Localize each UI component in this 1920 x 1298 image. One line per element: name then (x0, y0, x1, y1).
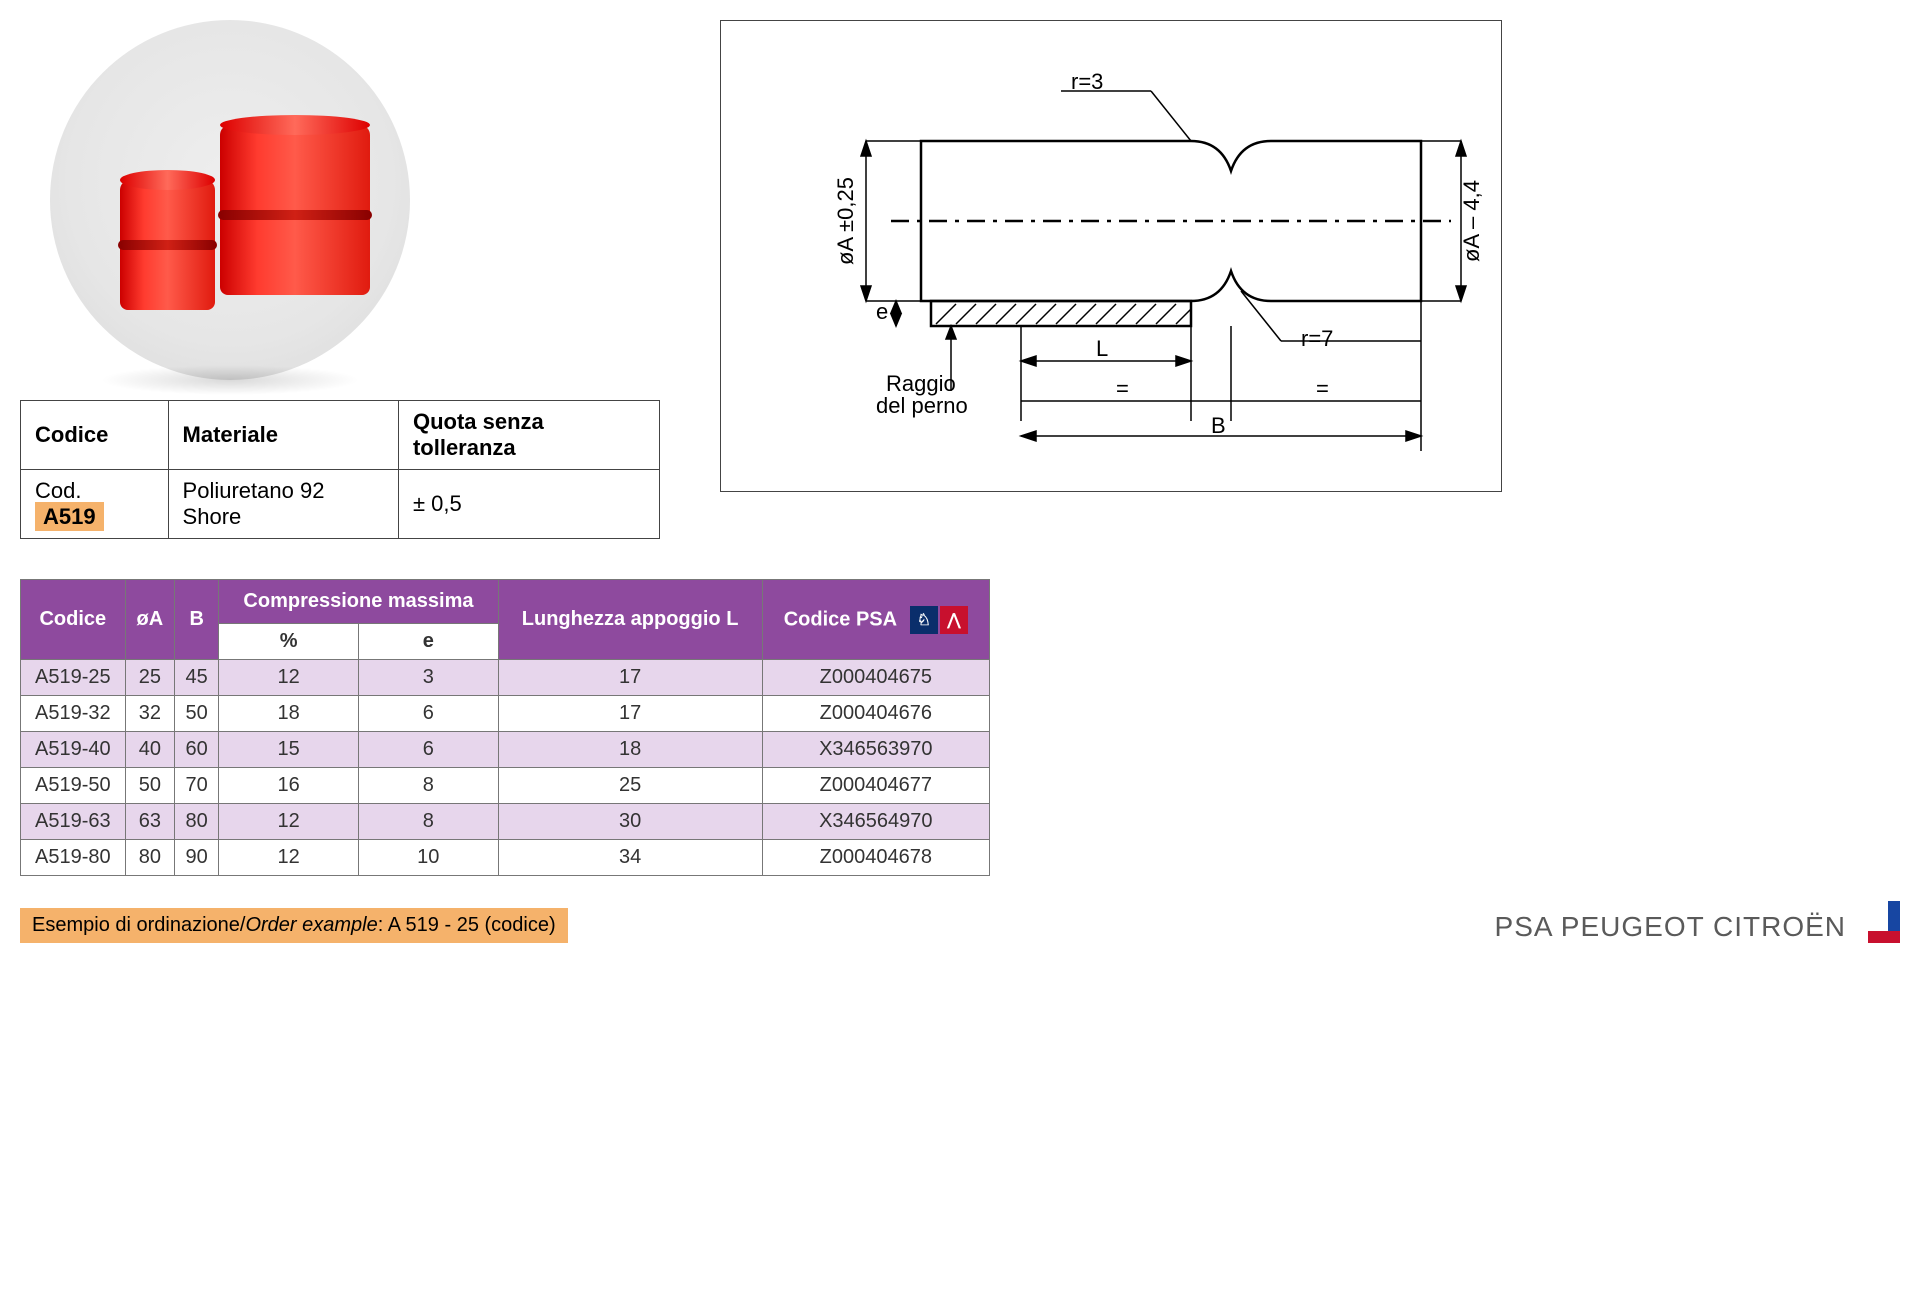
info-table: Codice Materiale Quota senza tolleranza … (20, 400, 660, 539)
table-cell: 32 (125, 696, 174, 732)
table-cell: 17 (498, 696, 762, 732)
psa-flag-icon (1858, 901, 1900, 943)
table-cell: 16 (219, 768, 359, 804)
dt-h-codice: Codice (21, 580, 126, 660)
table-cell: 45 (175, 660, 219, 696)
table-cell: 80 (175, 804, 219, 840)
info-code-cell: Cod. A519 (21, 470, 169, 539)
info-material: Poliuretano 92 Shore (168, 470, 398, 539)
table-cell: 6 (358, 732, 498, 768)
diag-e: e (876, 299, 888, 324)
table-cell: A519-80 (21, 840, 126, 876)
table-cell: 18 (498, 732, 762, 768)
table-cell: 10 (358, 840, 498, 876)
table-cell: A519-50 (21, 768, 126, 804)
table-cell: 70 (175, 768, 219, 804)
table-cell: 12 (219, 840, 359, 876)
table-cell: Z000404677 (762, 768, 989, 804)
dt-h-oa: øA (125, 580, 174, 660)
diag-phi-left: øA ±0,25 (833, 177, 858, 265)
dt-h-b: B (175, 580, 219, 660)
code-prefix: Cod. (35, 478, 81, 503)
table-row: A519-50507016825Z000404677 (21, 768, 990, 804)
table-row: A519-25254512317Z000404675 (21, 660, 990, 696)
table-cell: 18 (219, 696, 359, 732)
table-cell: 34 (498, 840, 762, 876)
info-header-codice: Codice (21, 401, 169, 470)
table-cell: 12 (219, 660, 359, 696)
table-row: A519-40406015618X346563970 (21, 732, 990, 768)
order-label-en: Order example (245, 914, 377, 936)
info-header-tolleranza: Quota senza tolleranza (398, 401, 659, 470)
table-cell: 30 (498, 804, 762, 840)
code-value: A519 (35, 502, 104, 531)
diag-r3: r=3 (1071, 69, 1103, 94)
table-cell: A519-25 (21, 660, 126, 696)
technical-diagram: r=3 r=7 øA ±0,25 øA – 4,4 e L = = B Ragg… (720, 20, 1502, 492)
diag-L: L (1096, 336, 1108, 361)
psa-brand: PSA PEUGEOT CITROËN (1495, 901, 1900, 943)
table-cell: 90 (175, 840, 219, 876)
psa-brand-text: PSA PEUGEOT CITROËN (1495, 911, 1846, 943)
table-cell: 25 (498, 768, 762, 804)
diag-r7: r=7 (1301, 326, 1333, 351)
product-image (50, 20, 410, 380)
table-cell: 8 (358, 804, 498, 840)
table-row: A519-808090121034Z000404678 (21, 840, 990, 876)
table-cell: 3 (358, 660, 498, 696)
table-row: A519-63638012830X346564970 (21, 804, 990, 840)
table-cell: 15 (219, 732, 359, 768)
table-cell: 17 (498, 660, 762, 696)
info-tolerance: ± 0,5 (398, 470, 659, 539)
dt-h-lung: Lunghezza appoggio L (498, 580, 762, 660)
table-cell: 6 (358, 696, 498, 732)
order-value: A 519 - 25 (codice) (388, 914, 556, 936)
diag-phi-right: øA – 4,4 (1459, 180, 1484, 262)
dt-sub-e: e (358, 624, 498, 660)
table-cell: A519-40 (21, 732, 126, 768)
table-cell: Z000404678 (762, 840, 989, 876)
dt-h-psa: Codice PSA ♘ ⋀ (762, 580, 989, 660)
table-cell: X346564970 (762, 804, 989, 840)
diag-B: B (1211, 413, 1226, 438)
table-cell: A519-63 (21, 804, 126, 840)
table-cell: 50 (175, 696, 219, 732)
table-cell: X346563970 (762, 732, 989, 768)
table-cell: A519-32 (21, 696, 126, 732)
table-cell: 63 (125, 804, 174, 840)
order-example: Esempio di ordinazione/Order example: A … (20, 908, 568, 943)
dt-sub-pct: % (219, 624, 359, 660)
data-table: Codice øA B Compressione massima Lunghez… (20, 579, 990, 876)
table-cell: 60 (175, 732, 219, 768)
table-cell: 80 (125, 840, 174, 876)
table-cell: 40 (125, 732, 174, 768)
diag-raggio2: del perno (876, 393, 968, 418)
dt-h-psa-label: Codice PSA (784, 608, 897, 630)
table-cell: 50 (125, 768, 174, 804)
table-cell: Z000404676 (762, 696, 989, 732)
info-header-materiale: Materiale (168, 401, 398, 470)
citroen-icon: ⋀ (940, 606, 968, 634)
dt-h-compress: Compressione massima (219, 580, 498, 624)
diag-eq2: = (1316, 376, 1329, 401)
table-cell: 25 (125, 660, 174, 696)
table-cell: 12 (219, 804, 359, 840)
order-label-it: Esempio di ordinazione (32, 914, 240, 936)
peugeot-icon: ♘ (910, 606, 938, 634)
table-cell: Z000404675 (762, 660, 989, 696)
table-row: A519-32325018617Z000404676 (21, 696, 990, 732)
diag-eq1: = (1116, 376, 1129, 401)
table-cell: 8 (358, 768, 498, 804)
